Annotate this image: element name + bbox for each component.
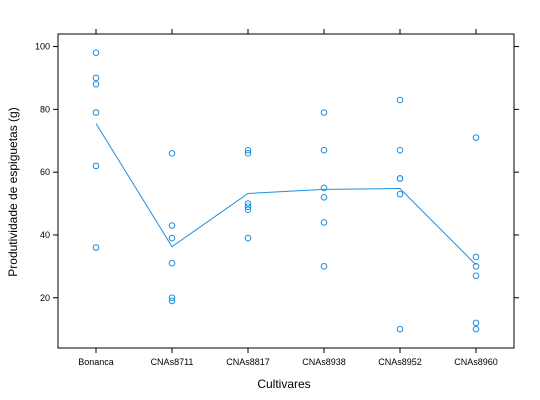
data-point: [92, 74, 100, 82]
x-tick-label: Bonanca: [78, 357, 114, 367]
data-point: [168, 234, 176, 242]
data-point: [92, 244, 100, 251]
data-point: [472, 253, 480, 261]
data-point: [472, 319, 480, 327]
data-point: [472, 263, 480, 270]
data-point: [168, 297, 176, 305]
data-point: [244, 206, 252, 214]
data-point: [396, 325, 404, 333]
data-point: [92, 109, 100, 116]
plot-frame: [57, 33, 515, 349]
data-point: [168, 150, 176, 157]
data-point: [244, 146, 252, 154]
data-point: [472, 272, 480, 280]
y-tick-label: 60: [40, 167, 50, 177]
data-point: [92, 49, 100, 57]
data-point: [92, 80, 100, 88]
data-point: [396, 96, 404, 104]
y-tick-label: 20: [40, 293, 50, 303]
data-point: [320, 109, 328, 116]
data-point: [244, 234, 252, 242]
mean-line: [95, 123, 477, 266]
x-tick-label: CNAs8938: [302, 357, 346, 367]
data-point: [168, 294, 176, 302]
y-tick-label: 80: [40, 104, 50, 114]
x-tick-label: CNAs8817: [226, 357, 270, 367]
data-point: [244, 203, 252, 210]
data-point: [320, 146, 328, 154]
y-tick-label: 100: [35, 42, 50, 52]
data-point: [320, 263, 328, 270]
data-point: [320, 193, 328, 201]
x-tick-label: CNAs8960: [454, 357, 498, 367]
data-point: [92, 162, 100, 170]
data-point: [168, 222, 176, 229]
data-point: [396, 175, 404, 182]
x-axis-title: Cultivares: [257, 377, 310, 391]
x-tick-label: CNAs8711: [151, 357, 194, 367]
data-point: [244, 200, 252, 207]
y-tick-label: 40: [40, 230, 50, 240]
data-point: [472, 134, 480, 141]
data-point: [472, 325, 480, 333]
data-point: [396, 190, 404, 198]
data-point: [320, 219, 328, 226]
plot-area: 20 40 60 80 100 Bonanca CNAs8711 CNAs8817 CNAs89…: [35, 29, 519, 367]
y-axis-title: Produtividade de espiguetas (g): [6, 107, 20, 276]
data-point: [168, 259, 176, 267]
data-point: [396, 146, 404, 154]
x-tick-label: CNAs8952: [378, 357, 422, 367]
data-point: [320, 184, 328, 192]
data-point: [244, 150, 252, 157]
